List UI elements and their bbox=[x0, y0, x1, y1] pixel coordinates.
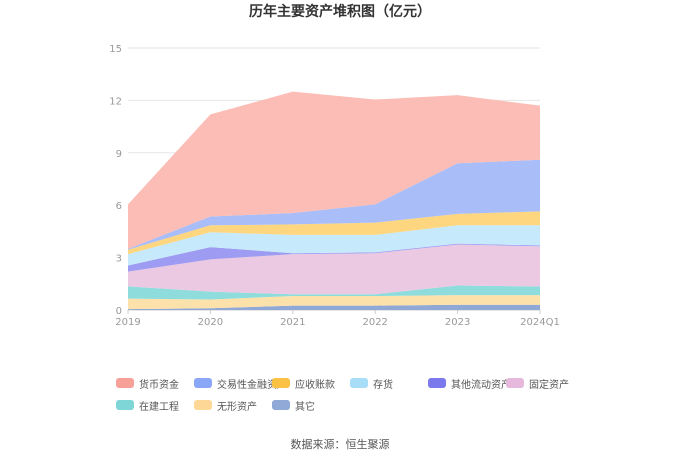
legend-item[interactable]: 货币资金 bbox=[116, 376, 192, 391]
y-tick-label: 6 bbox=[116, 201, 122, 212]
x-tick-label: 2024Q1 bbox=[520, 317, 560, 328]
area-series-0 bbox=[128, 304, 540, 310]
legend-swatch bbox=[506, 378, 524, 388]
legend-swatch bbox=[194, 378, 212, 388]
legend-item[interactable]: 固定资产 bbox=[506, 376, 582, 391]
area-series-5 bbox=[128, 225, 540, 266]
legend-item[interactable]: 无形资产 bbox=[194, 398, 270, 413]
area-series-4 bbox=[128, 243, 540, 272]
legend-label: 交易性金融资产 bbox=[217, 379, 287, 391]
y-tick-label: 12 bbox=[109, 96, 122, 107]
legend-swatch bbox=[116, 378, 134, 388]
x-tick-label: 2021 bbox=[280, 317, 305, 328]
legend-swatch bbox=[350, 378, 368, 388]
area-series-3 bbox=[128, 244, 540, 295]
legend-swatch bbox=[272, 400, 290, 410]
x-axis: 2019 2020 2021 2022 2023 2024Q1 bbox=[115, 310, 560, 328]
area-series-8 bbox=[128, 91, 540, 249]
legend-item[interactable]: 其他流动资产 bbox=[428, 376, 511, 391]
legend-swatch bbox=[194, 400, 212, 410]
x-tick-label: 2023 bbox=[445, 317, 470, 328]
x-tick-label: 2019 bbox=[115, 317, 140, 328]
y-axis: 0 3 6 9 12 15 bbox=[109, 44, 122, 317]
legend-item[interactable]: 其它 bbox=[272, 398, 348, 413]
data-source: 数据来源：恒生聚源 bbox=[290, 438, 390, 451]
area-series-6 bbox=[128, 211, 540, 255]
legend-swatch bbox=[428, 378, 446, 388]
legend-label: 存货 bbox=[373, 379, 393, 391]
legend-label: 其它 bbox=[295, 401, 315, 413]
legend-label: 无形资产 bbox=[217, 401, 257, 413]
y-tick-label: 15 bbox=[109, 44, 122, 55]
chart-title: 历年主要资产堆积图（亿元） bbox=[249, 3, 431, 20]
legend-item[interactable]: 存货 bbox=[350, 376, 426, 391]
legend-label: 其他流动资产 bbox=[451, 379, 511, 391]
legend-label: 应收账款 bbox=[295, 379, 335, 391]
area-series-1 bbox=[128, 295, 540, 310]
area-series-2 bbox=[128, 285, 540, 300]
y-tick-label: 9 bbox=[116, 149, 122, 160]
legend-label: 货币资金 bbox=[139, 379, 179, 391]
area-series-7 bbox=[128, 159, 540, 250]
legend-label: 在建工程 bbox=[139, 401, 179, 413]
legend-item[interactable]: 交易性金融资产 bbox=[194, 376, 287, 391]
legend-item[interactable]: 在建工程 bbox=[116, 398, 192, 413]
area-series bbox=[128, 91, 540, 310]
x-tick-label: 2020 bbox=[198, 317, 223, 328]
legend-swatch bbox=[116, 400, 134, 410]
x-tick-label: 2022 bbox=[362, 317, 387, 328]
legend-swatch bbox=[272, 378, 290, 388]
y-tick-label: 0 bbox=[116, 306, 122, 317]
legend: 货币资金 交易性金融资产 应收账款 存货 其他流动资产 固定资产在建工程 无形资产 其它 bbox=[116, 376, 586, 413]
legend-label: 固定资产 bbox=[529, 379, 569, 391]
legend-item[interactable]: 应收账款 bbox=[272, 376, 348, 391]
y-tick-label: 3 bbox=[116, 254, 122, 265]
